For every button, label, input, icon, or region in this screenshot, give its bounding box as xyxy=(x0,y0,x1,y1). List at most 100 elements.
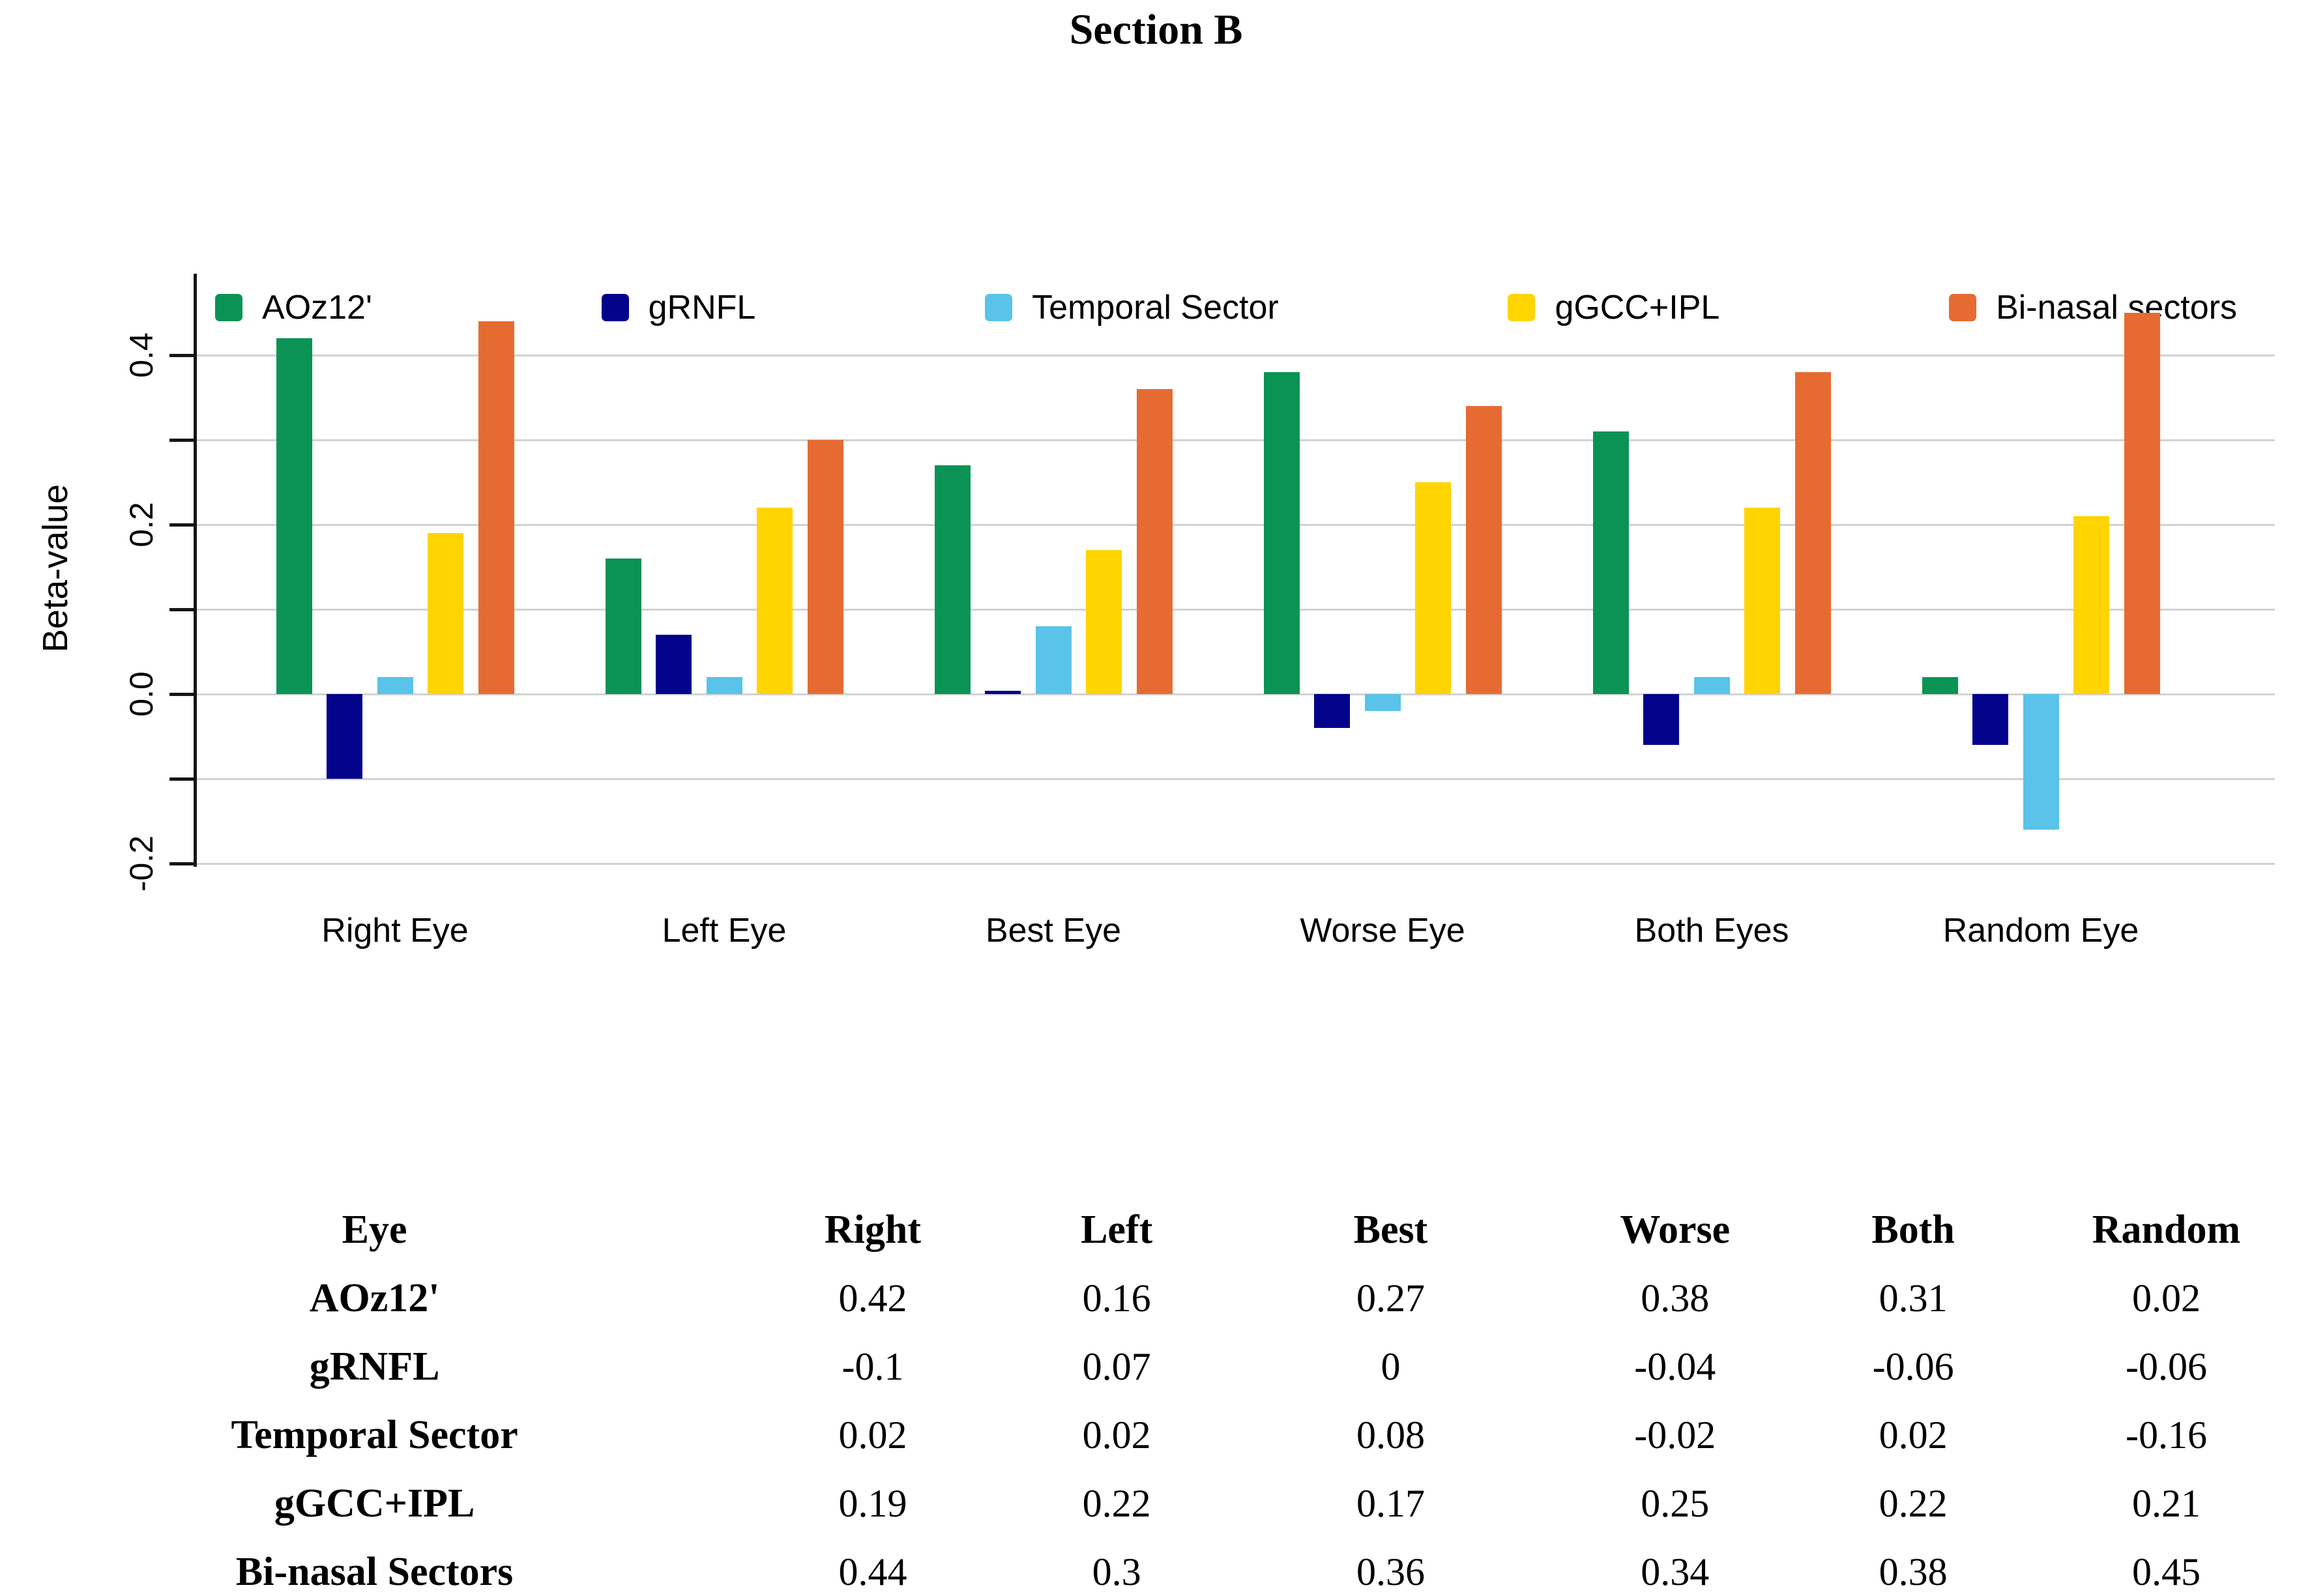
bar-bi-nasal-sectors xyxy=(1136,389,1173,694)
bar-temporal-sector xyxy=(377,677,413,694)
table-cell: 0.07 xyxy=(1082,1345,1151,1388)
category-label: Worse Eye xyxy=(1300,912,1465,950)
table-cell: 0.02 xyxy=(2131,1277,2201,1320)
y-axis-tick xyxy=(169,777,196,781)
y-axis-tick-label: 0.0 xyxy=(123,671,160,717)
y-axis-line xyxy=(194,274,197,867)
legend-swatch-icon xyxy=(215,294,242,321)
chart-gridline xyxy=(196,355,2275,356)
bar-grnfl xyxy=(985,691,1021,694)
table-cell: -0.06 xyxy=(1872,1345,1954,1388)
legend-swatch-icon xyxy=(1949,294,1977,321)
table-cell: Random xyxy=(2092,1208,2241,1252)
category-label: Left Eye xyxy=(662,912,787,950)
bar-aoz12- xyxy=(1263,372,1300,694)
bar-aoz12- xyxy=(1922,677,1958,694)
y-axis-tick xyxy=(169,354,196,357)
legend-label: gGCC+IPL xyxy=(1555,289,1720,326)
table-cell: 0.31 xyxy=(1879,1277,1948,1320)
table-cell: 0.02 xyxy=(838,1414,907,1457)
bar-ggcc-ipl xyxy=(1415,482,1451,694)
table-cell: -0.1 xyxy=(841,1345,904,1388)
table-cell: 0.44 xyxy=(838,1550,907,1593)
category-label: Random Eye xyxy=(1942,912,2139,950)
bar-grnfl xyxy=(1314,694,1350,728)
legend-item: gGCC+IPL xyxy=(1508,288,1719,327)
table-row-label: Eye xyxy=(342,1208,407,1252)
legend-item: Temporal Sector xyxy=(985,288,1279,327)
legend-item: AOz12' xyxy=(215,288,372,327)
figure-title: Section B xyxy=(1069,6,1243,53)
values-table: Eye Right Left Best Worse Both Random AOz12' 0.4… xyxy=(0,1196,2312,1596)
legend-label: gRNFL xyxy=(648,289,756,326)
bar-ggcc-ipl xyxy=(1744,508,1780,694)
legend-label: Bi-nasal sectors xyxy=(1996,289,2237,326)
bar-aoz12- xyxy=(934,465,971,694)
bar-ggcc-ipl xyxy=(757,508,793,694)
y-axis-tick-label: 0.2 xyxy=(123,502,160,547)
bar-temporal-sector xyxy=(1035,626,1072,694)
table-row: AOz12' 0.42 0.16 0.27 0.38 0.31 0.02 xyxy=(0,1264,2312,1333)
bar-bi-nasal-sectors xyxy=(1794,372,1831,694)
table-cell: 0.02 xyxy=(1879,1414,1948,1457)
category-label: Right Eye xyxy=(321,912,469,950)
table-cell: 0.17 xyxy=(1356,1482,1425,1525)
table-cell: -0.02 xyxy=(1634,1414,1716,1457)
table-cell: Both xyxy=(1871,1208,1955,1252)
table-cell: Best xyxy=(1353,1208,1428,1252)
chart-gridline xyxy=(196,778,2275,780)
table-row: Bi-nasal Sectors 0.44 0.3 0.36 0.34 0.38 0.45 xyxy=(0,1538,2312,1596)
table-cell: 0.16 xyxy=(1082,1277,1151,1320)
table-cell: Worse xyxy=(1620,1208,1731,1252)
table-row-label: Temporal Sector xyxy=(231,1413,518,1457)
bar-temporal-sector xyxy=(1693,677,1730,694)
table-cell: 0.22 xyxy=(1879,1482,1948,1525)
table-cell: 0.34 xyxy=(1641,1550,1710,1593)
legend-label: Temporal Sector xyxy=(1032,289,1279,326)
bar-bi-nasal-sectors xyxy=(807,440,843,694)
bar-chart: Beta-value 0.4 0.2 0.0 -0.2 Right Eye Left Ey… xyxy=(36,274,2275,950)
y-axis-tick xyxy=(169,523,196,527)
y-axis-tick xyxy=(169,608,196,611)
table-header-row: Eye Right Left Best Worse Both Random xyxy=(0,1196,2312,1264)
table-row-label: gGCC+IPL xyxy=(274,1481,475,1526)
table-cell: -0.04 xyxy=(1634,1345,1716,1388)
bar-ggcc-ipl xyxy=(2073,516,2109,694)
table-cell: 0.08 xyxy=(1356,1414,1425,1457)
y-axis-tick xyxy=(169,439,196,442)
table-row: gRNFL -0.1 0.07 0 -0.04 -0.06 -0.06 xyxy=(0,1333,2312,1401)
y-axis-tick xyxy=(169,862,196,865)
legend-swatch-icon xyxy=(1508,294,1536,321)
table-cell: 0.45 xyxy=(2131,1550,2201,1593)
chart-gridline xyxy=(196,693,2275,695)
table-cell: 0 xyxy=(1381,1345,1401,1388)
table-cell: -0.16 xyxy=(2125,1414,2207,1457)
bar-bi-nasal-sectors xyxy=(478,321,514,694)
y-axis-tick-label: -0.2 xyxy=(123,835,160,892)
bar-temporal-sector xyxy=(706,677,742,694)
category-label: Both Eyes xyxy=(1634,912,1789,950)
table-row-label: gRNFL xyxy=(309,1344,440,1389)
chart-legend: AOz12' gRNFL Temporal Sector gGCC+IPL Bi-nas… xyxy=(215,282,2237,334)
table-cell: 0.42 xyxy=(838,1277,907,1320)
bar-grnfl xyxy=(1643,694,1679,745)
table-cell: 0.36 xyxy=(1356,1550,1425,1593)
table-cell: -0.06 xyxy=(2125,1345,2207,1388)
table-cell: 0.25 xyxy=(1641,1482,1710,1525)
table-row-label: Bi-nasal Sectors xyxy=(235,1550,514,1594)
y-axis-tick-label: 0.4 xyxy=(123,332,160,378)
chart-gridline xyxy=(196,524,2275,526)
legend-label: AOz12' xyxy=(262,289,372,326)
bar-temporal-sector xyxy=(1364,694,1401,711)
table-cell: Left xyxy=(1081,1208,1153,1252)
table-cell: 0.19 xyxy=(838,1482,907,1525)
bar-grnfl xyxy=(1972,694,2008,745)
table-row: Temporal Sector 0.02 0.02 0.08 -0.02 0.02 -0.1… xyxy=(0,1401,2312,1470)
bar-ggcc-ipl xyxy=(1086,550,1122,694)
bar-bi-nasal-sectors xyxy=(1465,406,1502,694)
table-row-label: AOz12' xyxy=(309,1276,440,1320)
bar-ggcc-ipl xyxy=(428,533,463,694)
table-cell: 0.02 xyxy=(1082,1414,1151,1457)
legend-item: gRNFL xyxy=(601,288,756,327)
